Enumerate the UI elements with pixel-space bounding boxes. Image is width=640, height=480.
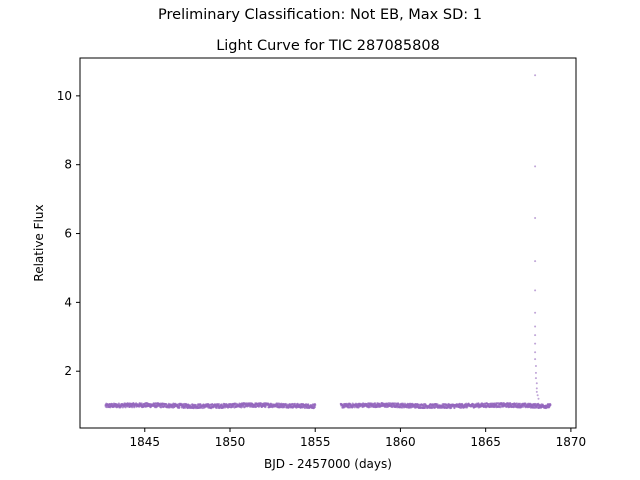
flux-point <box>215 406 218 410</box>
y-axis-label: Relative Flux <box>32 204 46 281</box>
outlier-point <box>535 390 538 393</box>
flux-point <box>499 406 502 409</box>
flux-point <box>242 404 245 407</box>
outlier-point <box>534 334 537 337</box>
outlier-point <box>534 289 537 292</box>
flux-point <box>373 402 377 405</box>
flux-point <box>138 405 141 408</box>
flux-point <box>293 402 297 405</box>
flux-point <box>217 403 221 406</box>
y-tick-label: 10 <box>57 89 72 103</box>
outlier-point <box>534 365 537 368</box>
flux-point <box>453 406 456 409</box>
outlier-point <box>534 377 537 380</box>
x-tick-label: 1870 <box>556 435 587 449</box>
chart-title: Light Curve for TIC 287085808 <box>216 38 440 54</box>
x-tick-label: 1855 <box>300 435 331 449</box>
outlier-point <box>534 165 537 168</box>
y-tick-label: 8 <box>64 158 72 172</box>
flux-point <box>434 405 437 409</box>
flux-point <box>313 406 316 409</box>
outlier-point <box>536 394 539 397</box>
outlier-point <box>534 325 537 328</box>
outlier-point <box>534 358 537 361</box>
outlier-point <box>535 387 538 390</box>
flux-point <box>314 403 317 407</box>
y-tick-label: 6 <box>64 227 72 241</box>
figure-suptitle: Preliminary Classification: Not EB, Max … <box>158 7 482 23</box>
outlier-point <box>534 217 537 220</box>
outlier-point <box>534 342 537 345</box>
flux-point <box>466 405 469 408</box>
x-axis-label: BJD - 2457000 (days) <box>264 457 392 471</box>
plot-frame <box>79 57 577 429</box>
outlier-point <box>537 397 540 400</box>
x-tick-label: 1865 <box>470 435 501 449</box>
outlier-point <box>534 74 537 77</box>
outlier-point <box>534 351 537 354</box>
flux-point <box>549 403 552 407</box>
data-points <box>104 401 552 410</box>
flux-point <box>264 405 267 409</box>
flux-point <box>267 402 270 405</box>
flux-point <box>178 406 181 409</box>
outlier-point <box>534 311 537 314</box>
outlier-point <box>534 371 537 374</box>
flux-point <box>423 406 427 410</box>
y-tick-label: 2 <box>64 364 72 378</box>
x-tick-label: 1850 <box>215 435 246 449</box>
flux-point <box>495 402 499 405</box>
y-axis-ticks: 2 4 6 8 10 <box>57 89 80 378</box>
x-axis-ticks: 1845 1850 1855 1860 1865 1870 <box>129 428 586 449</box>
outlier-point <box>534 260 537 263</box>
outlier-point <box>535 382 538 385</box>
x-tick-label: 1860 <box>385 435 416 449</box>
x-tick-label: 1845 <box>129 435 160 449</box>
y-tick-label: 4 <box>64 295 72 309</box>
flux-point <box>436 403 439 406</box>
outlier-points <box>534 74 540 400</box>
flux-point <box>524 402 527 405</box>
